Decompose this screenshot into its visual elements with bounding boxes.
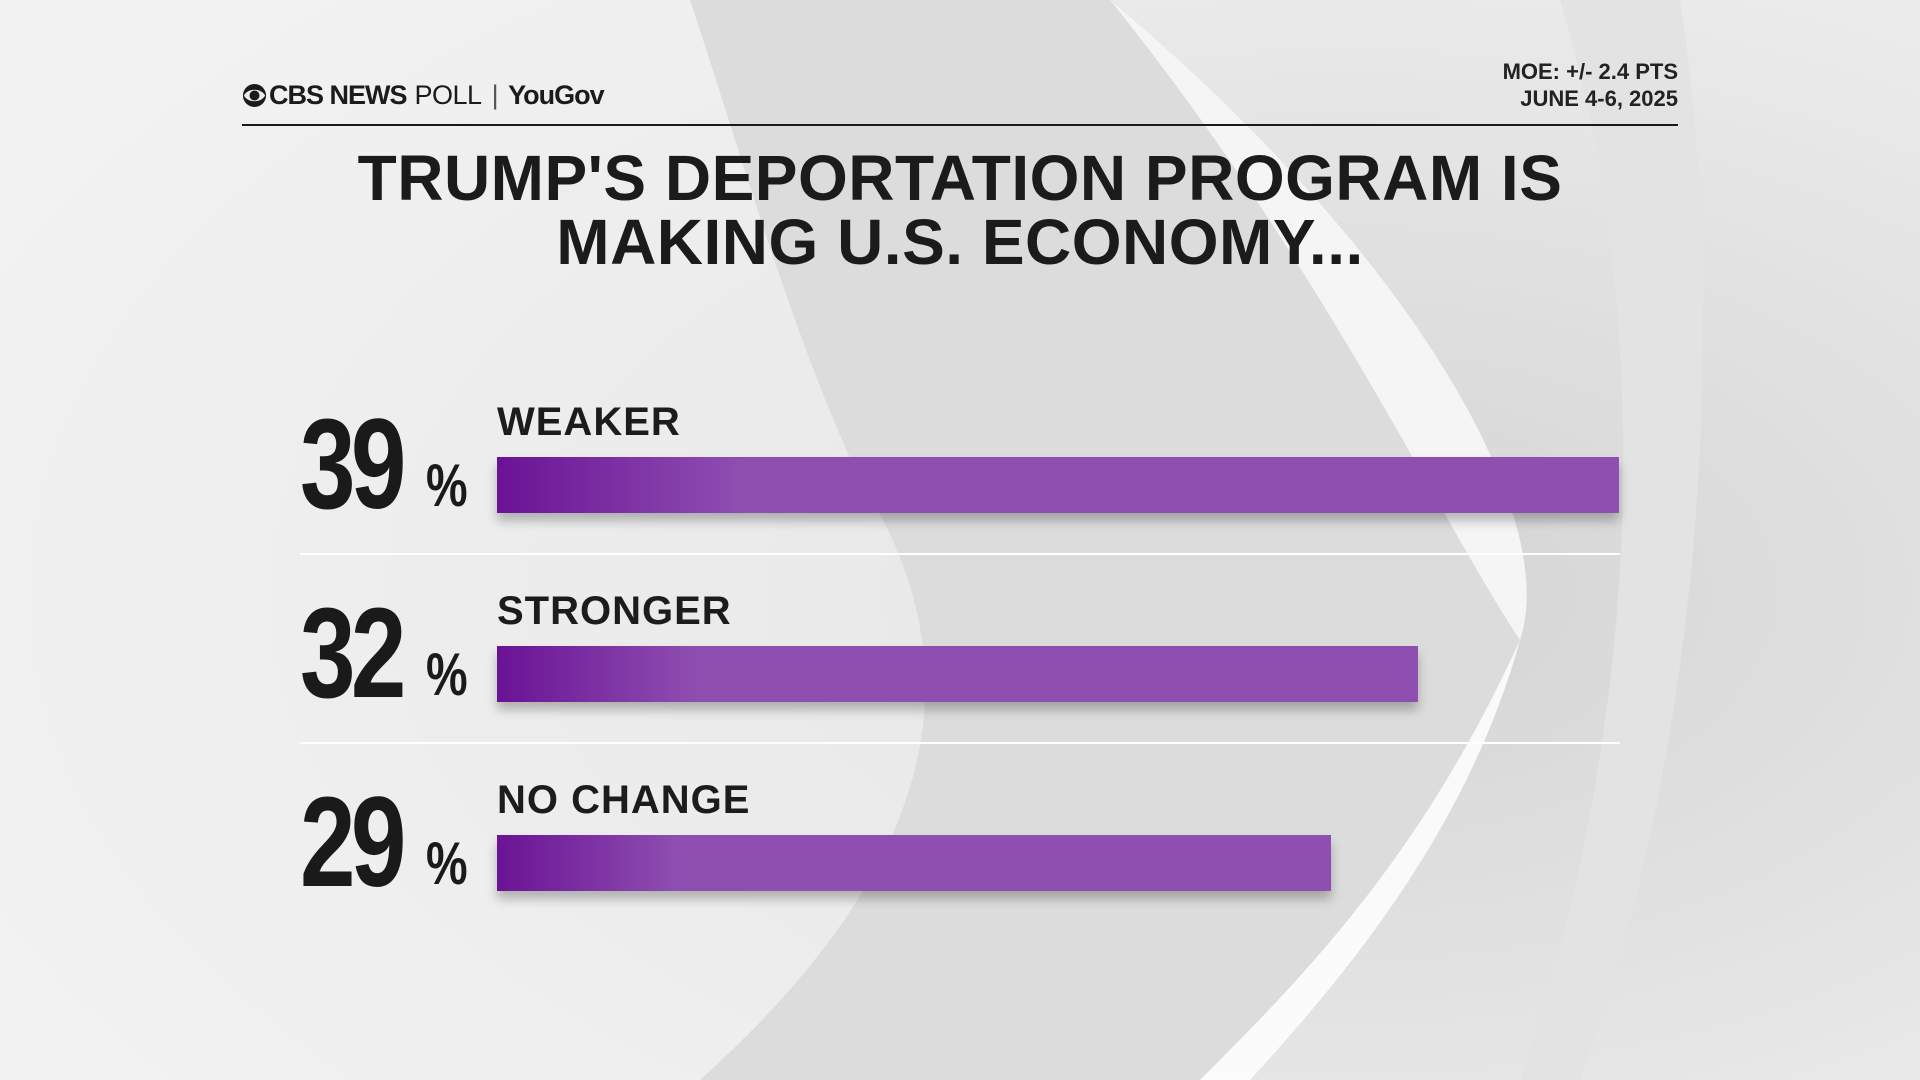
data-label-value: 39% <box>300 393 468 536</box>
row-divider <box>300 553 1620 555</box>
data-label-unit: % <box>426 641 468 708</box>
bar <box>497 835 1331 891</box>
bar-row: 29% NO CHANGE <box>0 778 1920 968</box>
row-divider <box>300 742 1620 744</box>
brand-separator: | <box>491 79 499 110</box>
data-label-unit: % <box>426 452 468 519</box>
data-label-value: 32% <box>300 582 468 725</box>
data-label-number: 29 <box>300 771 406 914</box>
brand-partner: YouGov <box>508 79 605 110</box>
brand-logo: CBS NEWS POLL | YouGov <box>242 78 605 112</box>
category-label: WEAKER <box>497 400 681 444</box>
category-label: NO CHANGE <box>497 778 751 822</box>
data-label-number: 39 <box>300 393 406 536</box>
brand-network: CBS NEWS <box>269 79 408 110</box>
bar <box>497 457 1619 513</box>
data-label-unit: % <box>426 830 468 897</box>
chart-title-line-1: TRUMP'S DEPORTATION PROGRAM IS <box>357 142 1563 214</box>
category-label: STRONGER <box>497 589 732 633</box>
bar-row: 32% STRONGER <box>0 589 1920 779</box>
poll-date: JUNE 4-6, 2025 <box>1520 86 1678 111</box>
bar-row: 39% WEAKER <box>0 400 1920 590</box>
chart-title-line-2: MAKING U.S. ECONOMY... <box>556 206 1364 278</box>
brand-poll: POLL <box>414 79 483 110</box>
bar <box>497 646 1418 702</box>
data-label-value: 29% <box>300 771 468 914</box>
poll-meta: MOE: +/- 2.4 PTS JUNE 4-6, 2025 <box>1503 58 1678 112</box>
cbs-eye-icon <box>242 83 267 107</box>
chart-title: TRUMP'S DEPORTATION PROGRAM IS MAKING U.… <box>242 146 1678 274</box>
margin-of-error: MOE: +/- 2.4 PTS <box>1502 59 1678 84</box>
header: CBS NEWS POLL | YouGov MOE: +/- 2.4 PTS … <box>242 58 1678 126</box>
data-label-number: 32 <box>300 582 406 725</box>
